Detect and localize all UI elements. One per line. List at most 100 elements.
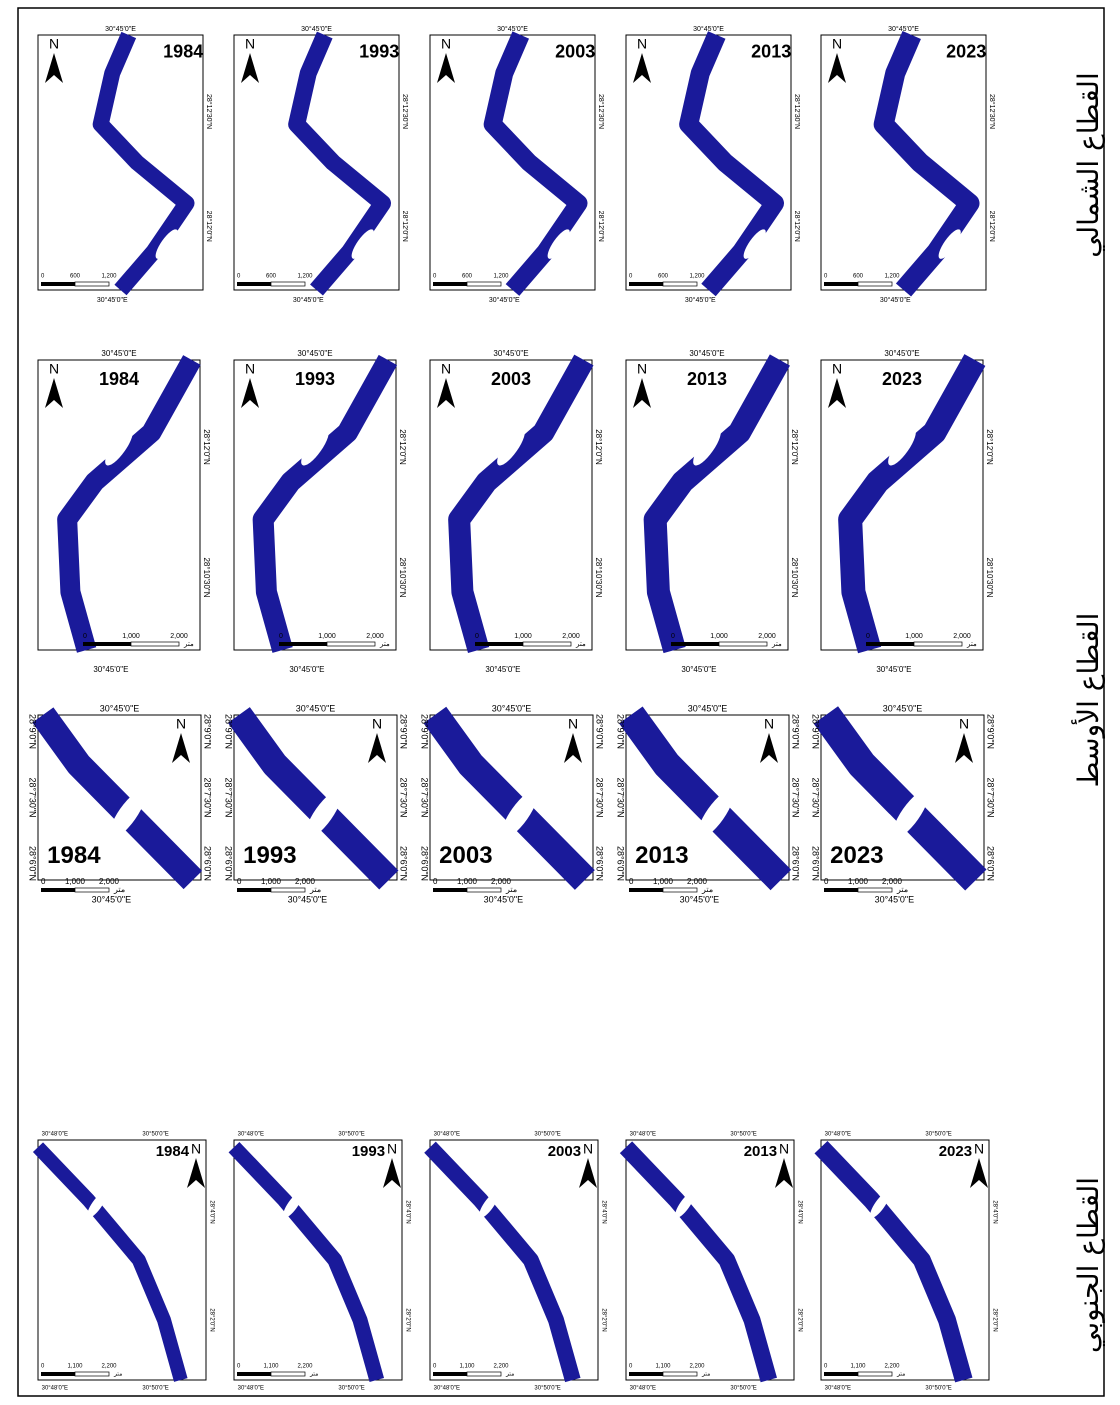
lat-label: 28°12'0"N [202,429,211,465]
map-panel: 2013 N 30°48'0"E 30°50'0"E 30°48'0"E 30°50'0"… [619,1132,802,1392]
lat-label: 28°10'30"N [985,557,994,597]
river [448,354,594,653]
scale-white [74,281,110,287]
scale-unit: متر [575,641,586,648]
lat-label: 28°12'0"N [597,211,605,242]
lon-label: 30°50'0"E [730,1132,756,1138]
scale-white [857,1371,893,1377]
scale-white [270,887,306,893]
north-arrow [187,1158,205,1188]
island [109,789,146,839]
scale-label: 0 [629,877,634,886]
north-label: N [176,716,186,732]
river [483,31,588,296]
lat-label: 28°12'0"N [793,211,801,242]
scale-unit: متر [896,1372,905,1378]
year-label: 2013 [751,42,791,62]
river [57,355,201,653]
scale-unit: متر [113,885,125,894]
scale-label: 0 [629,1364,633,1370]
scale-label: 2,200 [689,1364,705,1370]
river [813,706,987,891]
scale-label: 0 [824,877,829,886]
lat-label: 28°10'30"N [594,557,603,597]
scale-label: 1,000 [122,633,140,640]
north-label: N [245,36,255,52]
river [227,707,399,890]
year-label: 1993 [359,42,399,62]
scale-black [824,282,858,286]
map-panel: 2023 N 30°45'0"E 30°45'0"E 28°9'0"N 28°9'0"N 2… [811,703,996,904]
north-label: N [959,716,969,732]
lon-label: 30°50'0"E [925,1132,951,1138]
lat-label: 28°4'0"N [796,1200,802,1223]
year-label: 1993 [243,842,296,869]
map-panel: 1984 N 30°45'0"E 30°45'0"E 28°9'0"N 28°9'0"N 2… [28,703,213,904]
lat-label: 28°9'0"N [811,714,821,749]
lat-label: 28°12'0"N [205,211,213,242]
lat-label: 28°12'30"N [597,94,605,129]
lon-label: 30°45'0"E [685,296,716,304]
lon-label: 30°45'0"E [693,25,724,33]
island [479,1191,499,1218]
river [679,31,784,297]
island [697,789,734,839]
scale-black [41,888,75,892]
map-panel: 2003 N 30°45'0"E 30°45'0"E 28°12'30"N 28°12'0… [429,25,605,304]
scale-label: 2,000 [758,633,776,640]
scale-black [237,888,271,892]
year-label: 2023 [946,42,986,62]
lon-label: 30°45'0"E [876,665,911,674]
scale-label: 1,000 [457,877,478,886]
lat-label: 28°12'0"N [594,429,603,465]
lat-label: 28°9'0"N [791,714,801,749]
scale-label: 0 [433,1364,437,1370]
lat-label: 28°9'0"N [986,714,996,749]
river [32,1142,188,1382]
lon-label: 30°45'0"E [497,25,528,33]
scale-black [41,282,75,286]
lat-label: 28°4'0"N [208,1200,214,1223]
lon-label: 30°45'0"E [681,665,716,674]
north-label: N [245,361,255,377]
lat-label: 28°12'0"N [398,429,407,465]
lat-label: 28°10'30"N [202,557,211,597]
scale-label: 0 [866,633,870,640]
scale-label: 2,000 [491,877,512,886]
map-panel: 1993 N 30°48'0"E 30°50'0"E 30°48'0"E 30°50'0"… [228,1132,410,1392]
lat-label: 28°6'0"N [616,846,626,881]
lat-label: 28°12'0"N [401,211,409,242]
year-label: 2023 [882,369,922,389]
scale-white [74,1371,110,1377]
scale-black [433,888,467,892]
lon-label: 30°50'0"E [338,1386,364,1392]
lon-label: 30°45'0"E [888,25,919,33]
lon-label: 30°50'0"E [534,1132,560,1138]
lon-label: 30°45'0"E [489,296,520,304]
map-panel: 1993 N 30°45'0"E 30°45'0"E 28°12'0"N 28°10'30… [233,349,407,674]
lat-label: 28°12'30"N [793,94,801,129]
scale-black [866,642,914,646]
year-label: 2023 [939,1143,972,1160]
map-panel: 1993 N 30°45'0"E 30°45'0"E 28°9'0"N 28°9'0"N 2… [224,703,409,904]
lat-label: 28°6'0"N [791,846,801,881]
island [105,428,133,466]
lon-label: 30°48'0"E [238,1386,264,1392]
island [547,229,570,259]
scale-label: 0 [629,274,633,280]
lat-label: 28°7'30"N [224,777,234,817]
lat-label: 28°6'0"N [420,846,430,881]
map-panel: 2013 N 30°45'0"E 30°45'0"E 28°12'0"N 28°10'30… [625,349,799,674]
lon-label: 30°48'0"E [630,1132,656,1138]
lat-label: 28°4'0"N [404,1200,410,1223]
scale-label: 0 [237,877,242,886]
map-panel: 1984 N 30°45'0"E 30°45'0"E 28°12'0"N 28°10'30… [37,349,211,674]
north-arrow [172,733,190,763]
north-arrow [579,1158,597,1188]
river [619,706,792,891]
island [351,229,374,259]
scale-label: 2,000 [687,877,708,886]
scale-label: 1,000 [905,633,923,640]
lon-label: 30°45'0"E [93,665,128,674]
scale-label: 2,200 [101,1364,117,1370]
